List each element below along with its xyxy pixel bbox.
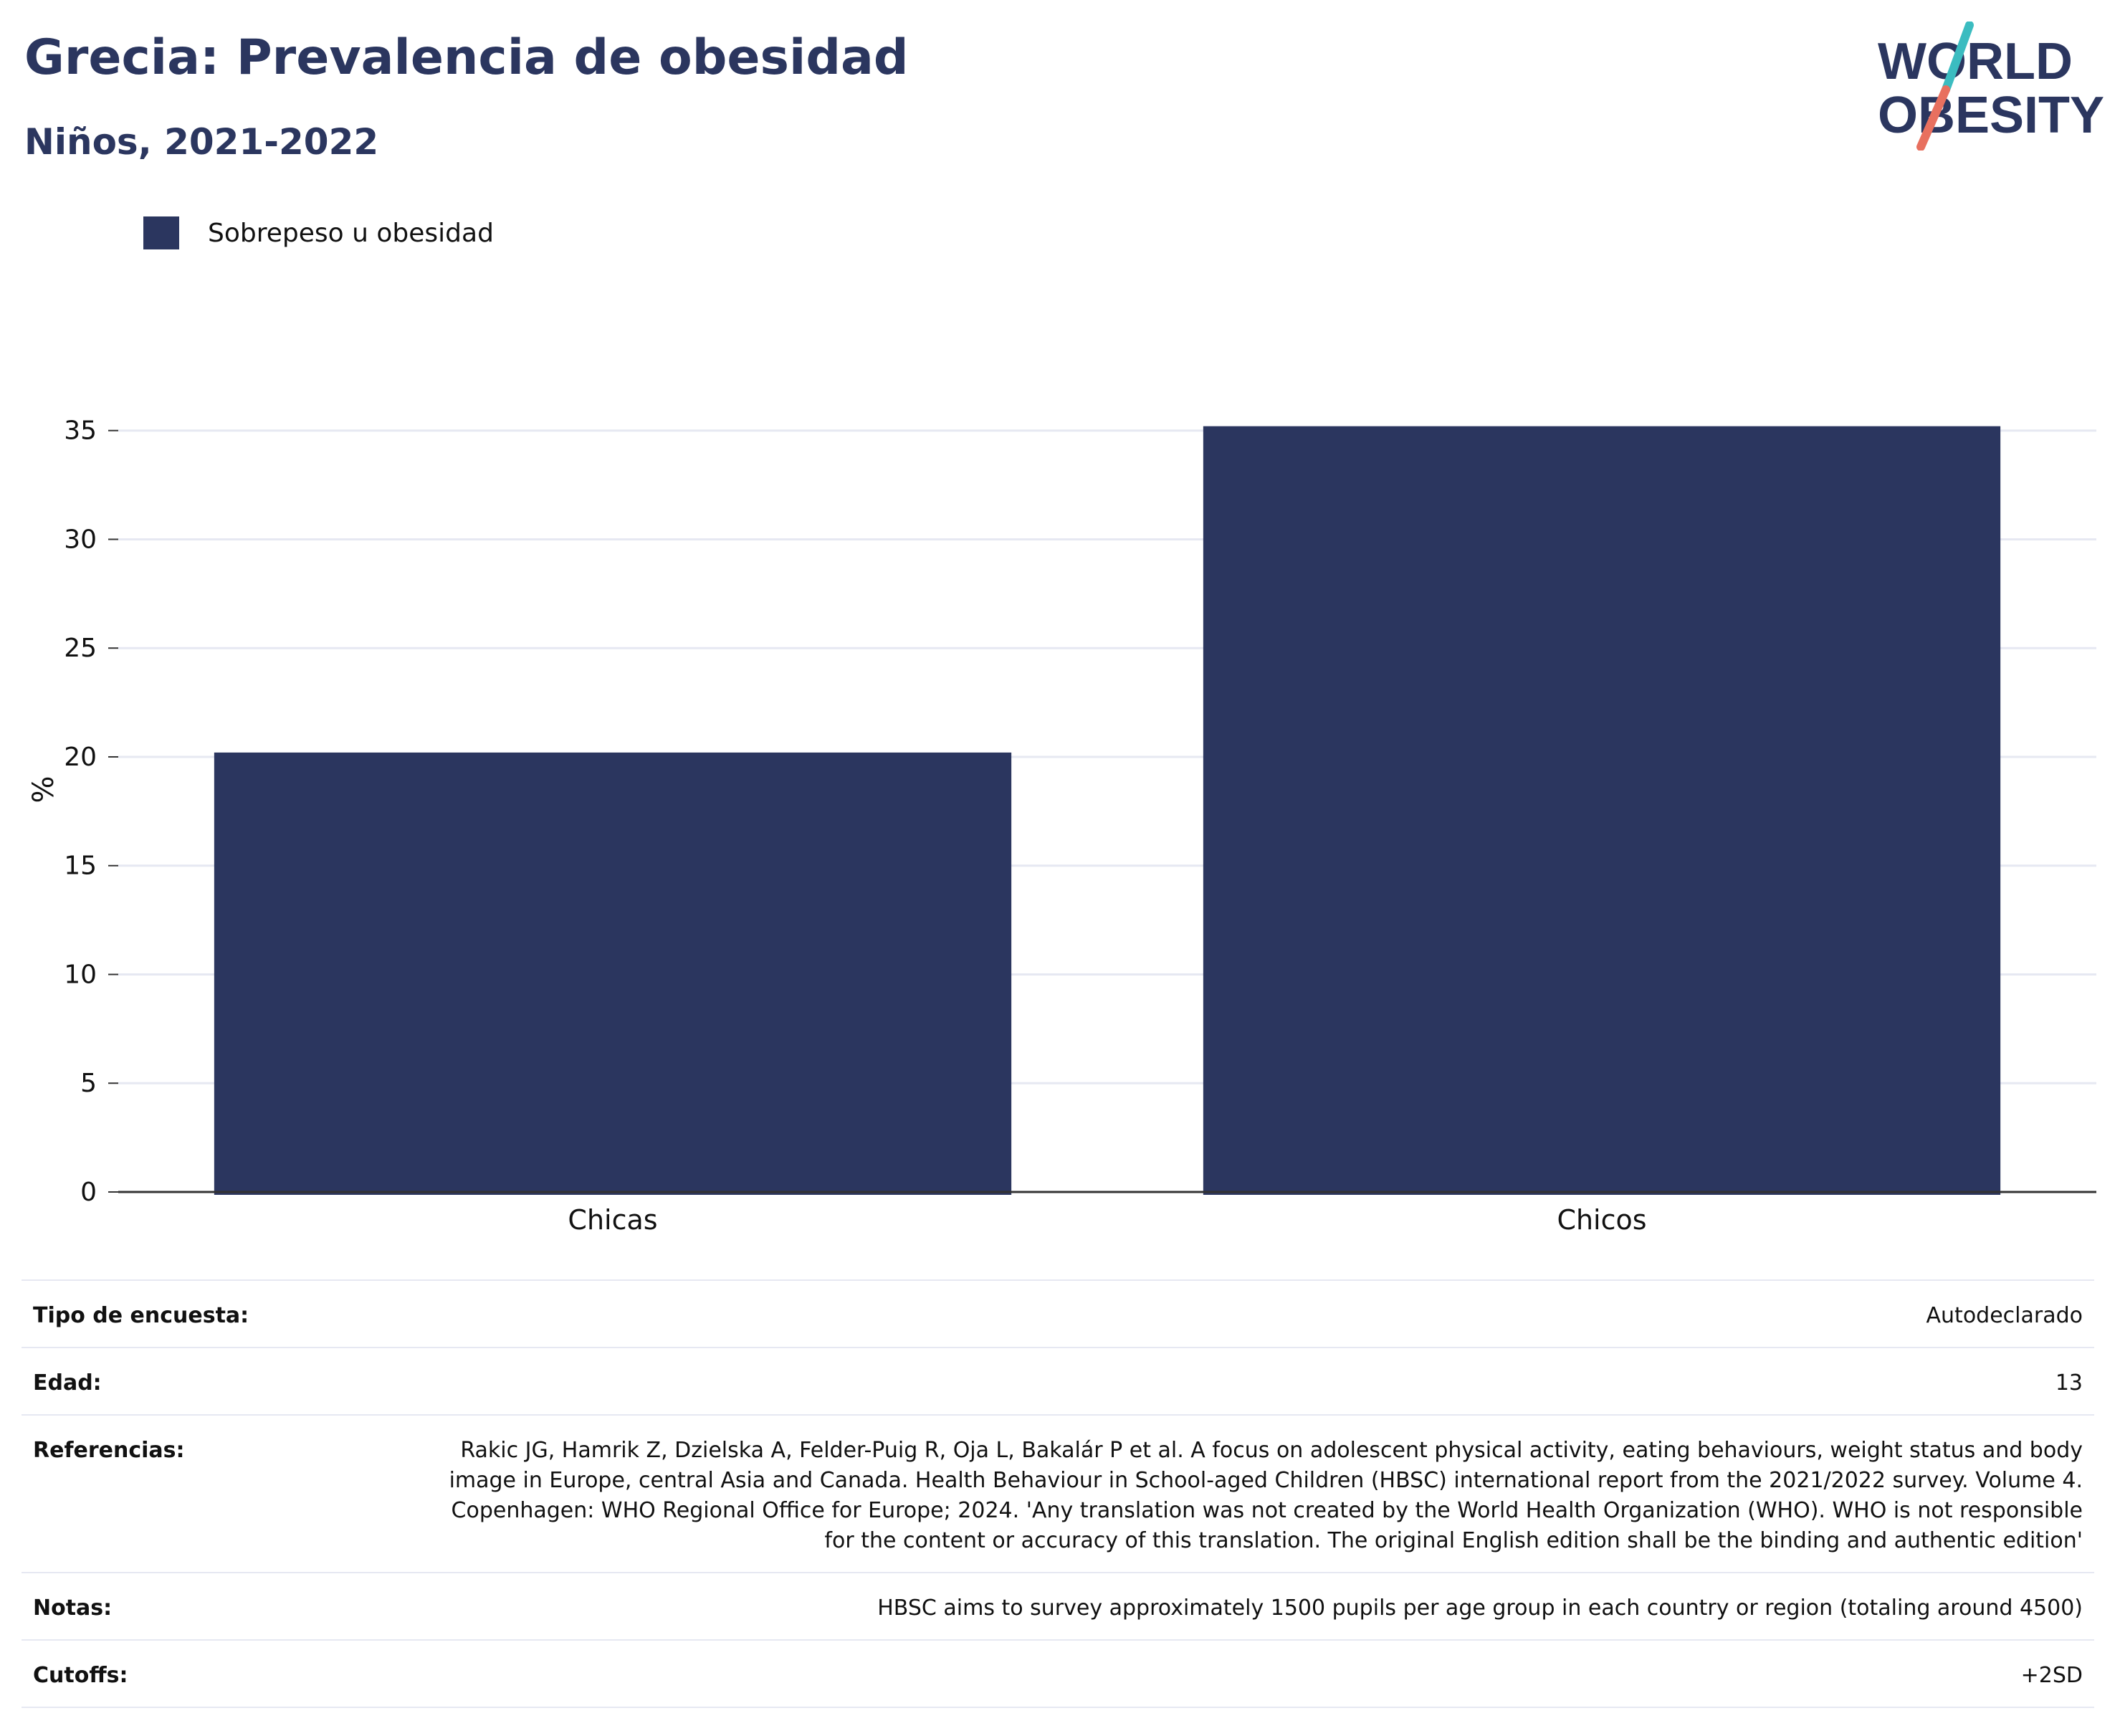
y-tick-label: 15 <box>64 852 97 881</box>
logo-line-2: OBESITY <box>1878 87 2104 144</box>
meta-row-age: Edad: 13 <box>22 1347 2094 1415</box>
meta-value: Autodeclarado <box>417 1279 2094 1348</box>
bar-chicas <box>214 752 1012 1195</box>
y-tick-label: 30 <box>64 525 97 554</box>
meta-row-references: Referencias: Rakic JG, Hamrik Z, Dzielsk… <box>22 1414 2094 1573</box>
chart-legend[interactable]: Sobrepeso u obesidad <box>143 215 494 251</box>
meta-key: Notas: <box>22 1572 417 1640</box>
y-tick-label: 25 <box>64 634 97 663</box>
world-obesity-logo: WORLD OBESITY <box>1878 22 2104 151</box>
meta-row-survey-type: Tipo de encuesta: Autodeclarado <box>22 1279 2094 1348</box>
logo-slash-bottom <box>1916 85 1950 151</box>
meta-value: +2SD <box>417 1639 2094 1708</box>
meta-value: 13 <box>417 1347 2094 1415</box>
y-axis-title: % <box>27 776 60 803</box>
legend-label: Sobrepeso u obesidad <box>208 218 494 248</box>
y-tick-label: 5 <box>80 1069 97 1098</box>
x-tick-label: Chicas <box>568 1204 657 1236</box>
y-tick-label: 20 <box>64 743 97 772</box>
chart-subtitle: Niños, 2021-2022 <box>24 121 379 163</box>
y-tick-label: 10 <box>64 960 97 989</box>
meta-key: Tipo de encuesta: <box>22 1279 417 1348</box>
bar-chicos <box>1203 426 2001 1195</box>
meta-value: Rakic JG, Hamrik Z, Dzielska A, Felder-P… <box>417 1414 2094 1573</box>
legend-swatch <box>143 216 179 249</box>
meta-key: Cutoffs: <box>22 1639 417 1708</box>
metadata-table: Tipo de encuesta: Autodeclarado Edad: 13… <box>22 1279 2094 1708</box>
chart-title: Grecia: Prevalencia de obesidad <box>24 29 909 86</box>
logo-line-1: WORLD <box>1878 33 2073 90</box>
meta-row-cutoffs: Cutoffs: +2SD <box>22 1639 2094 1708</box>
meta-row-notes: Notas: HBSC aims to survey approximately… <box>22 1572 2094 1640</box>
meta-key: Referencias: <box>22 1414 417 1573</box>
y-tick-label: 0 <box>80 1178 97 1207</box>
x-tick-label: Chicos <box>1557 1204 1646 1236</box>
meta-key: Edad: <box>22 1347 417 1415</box>
y-tick-label: 35 <box>64 416 97 446</box>
bar-chart: 0 5 10 15 20 25 30 35% Chicas Chicos <box>27 416 2096 1236</box>
logo-slash-top <box>1942 22 1974 94</box>
meta-value: HBSC aims to survey approximately 1500 p… <box>417 1572 2094 1640</box>
